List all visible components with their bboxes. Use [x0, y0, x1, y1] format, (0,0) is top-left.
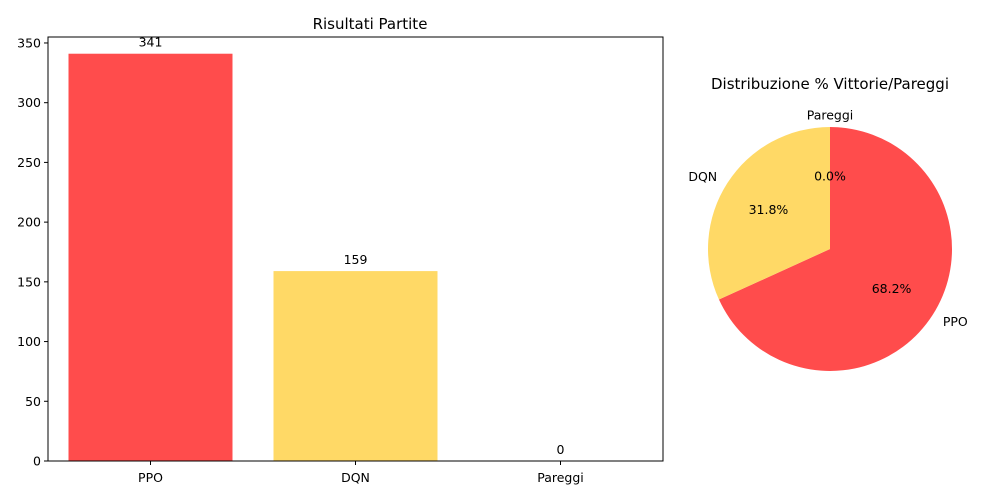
pie-slice-dqn [708, 126, 830, 300]
x-tick-label: DQN [341, 470, 370, 485]
y-tick-label: 300 [17, 95, 41, 110]
bar-plot-frame [47, 36, 664, 462]
y-tick-label: 50 [25, 394, 41, 409]
pie-label: DQN [688, 169, 717, 184]
pie-slice-ppo [718, 127, 952, 371]
bar-series: 341 159 0 [68, 35, 565, 461]
bar-dqn [273, 271, 438, 461]
bar-value-label: 159 [344, 252, 368, 267]
y-tick-label: 100 [17, 334, 41, 349]
bar-ppo [68, 53, 233, 461]
pie-chart-title: Distribuzione % Vittorie/Pareggi [711, 75, 949, 93]
pie-slices [708, 126, 952, 371]
pie-pct-label: 68.2% [872, 281, 912, 296]
pie-label: PPO [943, 314, 968, 329]
bar-y-axis: 0 50 100 150 200 250 300 350 [17, 35, 48, 469]
y-tick-label: 0 [33, 454, 41, 469]
x-tick-label: PPO [138, 470, 163, 485]
x-tick-label: Pareggi [537, 470, 584, 485]
bar-x-axis: PPO DQN Pareggi [138, 461, 584, 485]
bar-chart: Risultati Partite 050100150200250300350 … [17, 15, 664, 485]
bar-chart-title: Risultati Partite [313, 15, 428, 33]
y-tick-label: 350 [17, 35, 41, 50]
pie-labels: PPO 68.2% DQN 31.8% Pareggi 0.0% [688, 107, 968, 329]
y-tick-label: 200 [17, 215, 41, 230]
pie-pct-label: 0.0% [814, 168, 846, 183]
pie-label: Pareggi [807, 107, 854, 122]
y-tick-label: 150 [17, 274, 41, 289]
bar-value-label: 0 [557, 442, 565, 457]
bar-value-label: 341 [139, 35, 163, 50]
pie-pct-label: 31.8% [749, 202, 789, 217]
pie-chart: Distribuzione % Vittorie/Pareggi PPO 68.2… [688, 75, 968, 371]
y-tick-label: 250 [17, 155, 41, 170]
